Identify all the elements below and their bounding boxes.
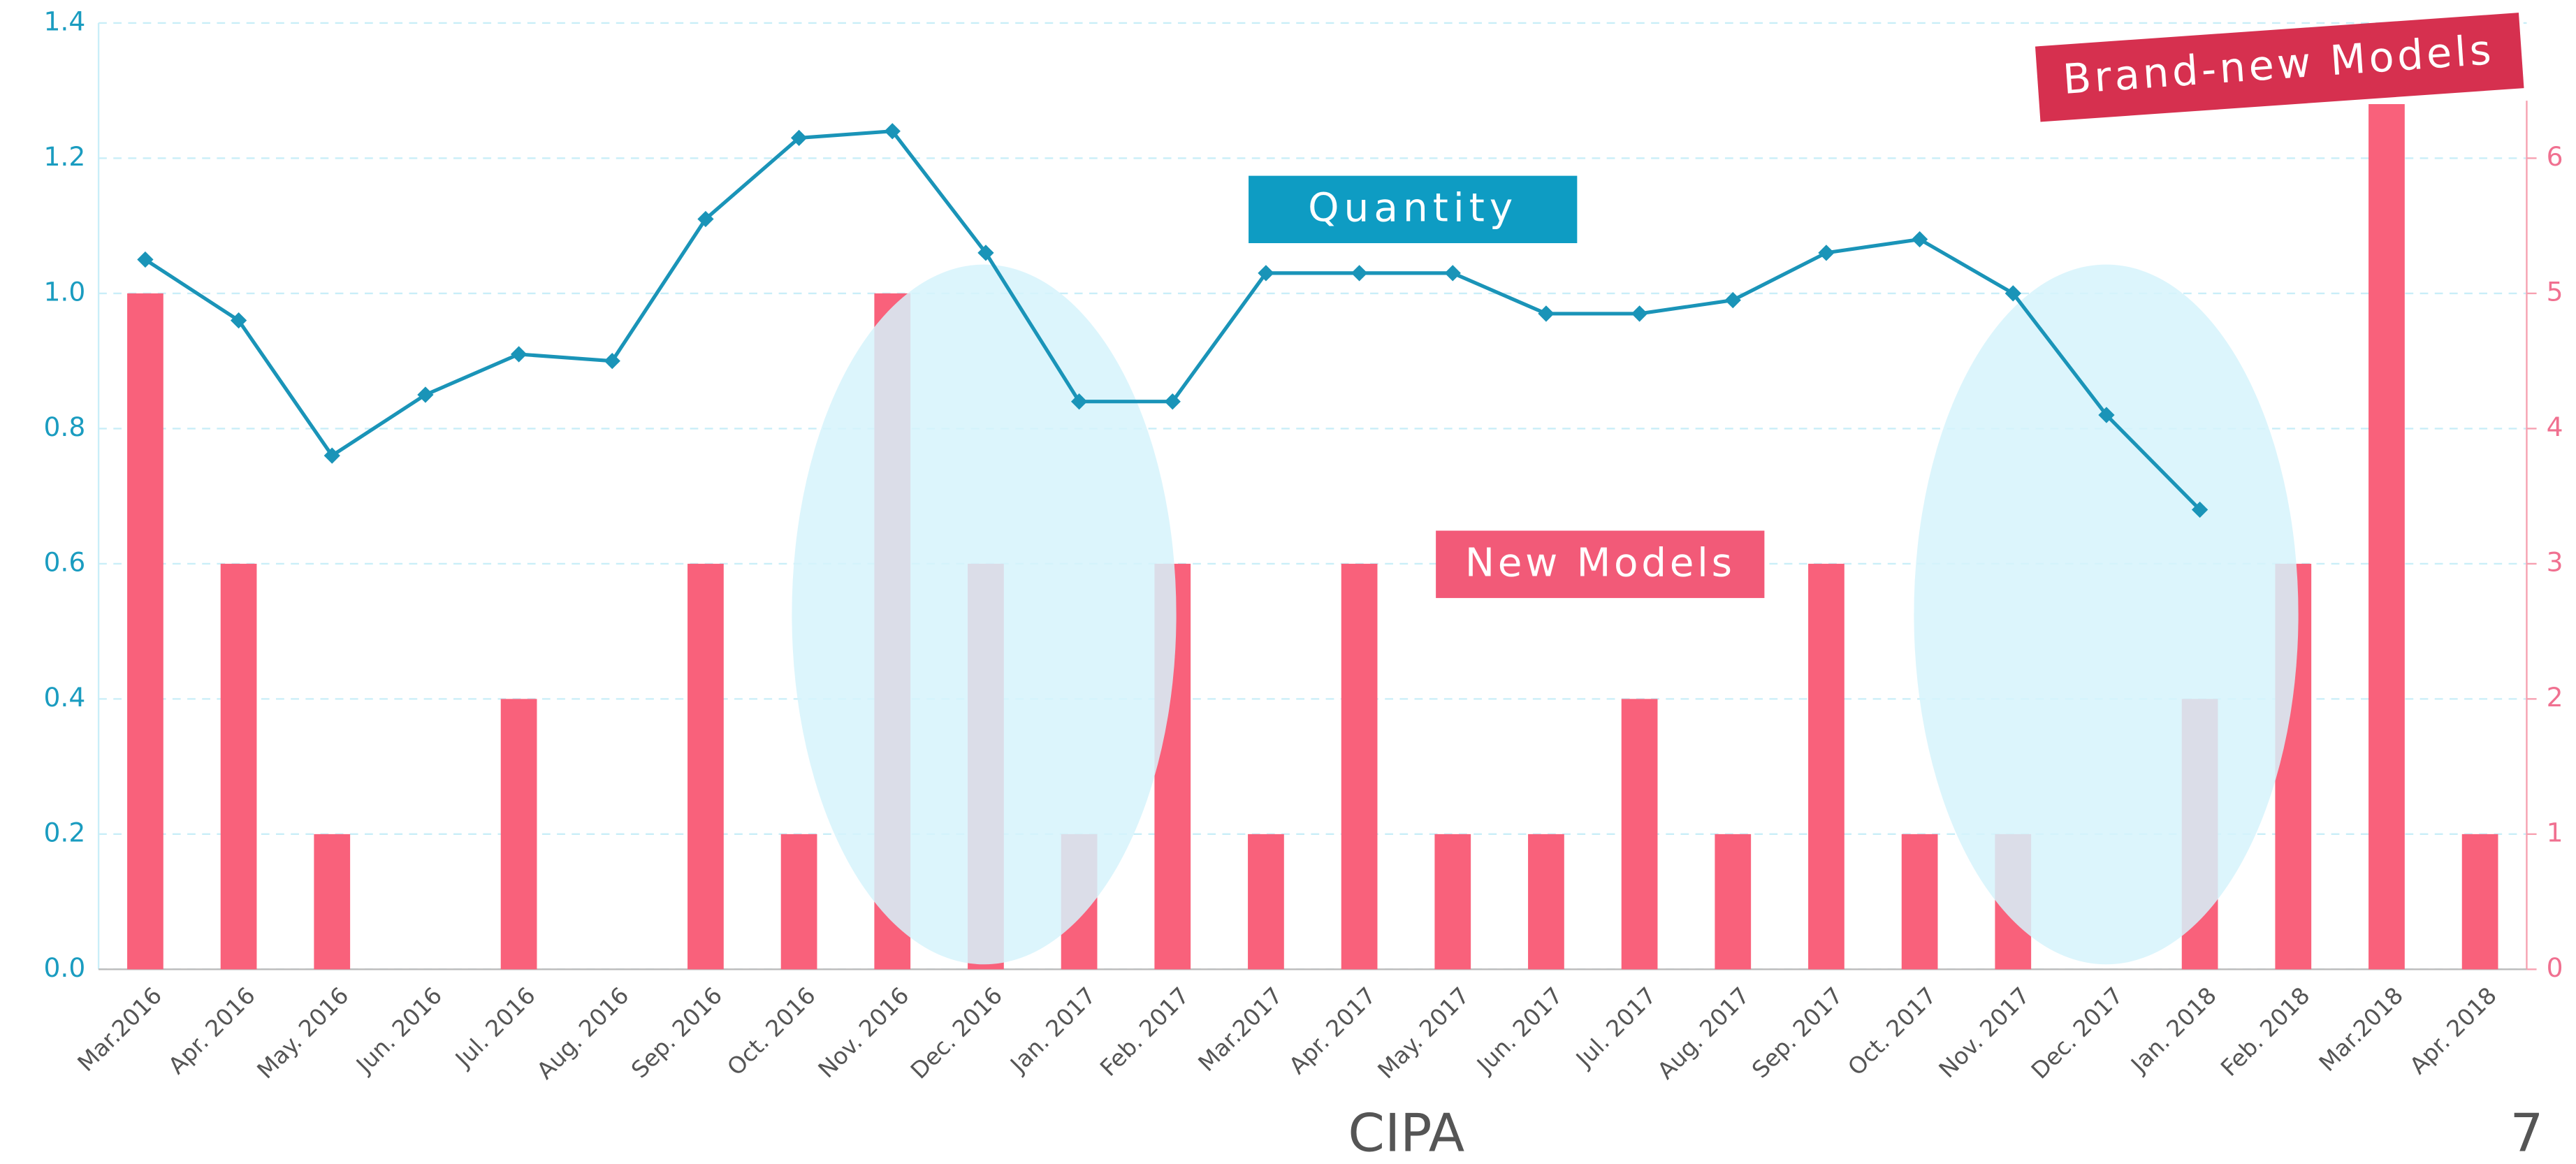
line-marker	[137, 251, 154, 268]
bar	[2368, 104, 2405, 970]
x-tick-label: Mar.2017	[1193, 982, 1288, 1077]
bar	[687, 563, 724, 970]
y2-tick-label: 0	[2547, 952, 2563, 983]
bar	[1248, 834, 1284, 970]
series-label: New Models	[1465, 541, 1735, 586]
x-tick-label: Jan. 2018	[2125, 982, 2222, 1079]
y-tick-label: 1.4	[43, 6, 85, 36]
series-label: Quantity	[1308, 186, 1518, 231]
bar	[500, 699, 537, 970]
y-tick-label: 0.6	[43, 546, 85, 577]
x-tick-label: Apr. 2017	[1283, 982, 1381, 1079]
line-marker	[1818, 245, 1835, 261]
line	[144, 129, 2202, 511]
x-tick-label: Feb. 2018	[2215, 982, 2315, 1082]
y2-tick-label: 5	[2547, 276, 2563, 307]
x-tick-label: Jan. 2017	[1004, 982, 1101, 1079]
y-tick-label: 1.0	[43, 276, 85, 307]
x-tick-label: Jul. 2016	[449, 982, 541, 1073]
bar	[127, 293, 163, 970]
y-tick-label: 0.4	[43, 682, 85, 713]
line-marker	[1724, 291, 1741, 309]
line-marker	[510, 346, 527, 363]
y-tick-label: 0.0	[43, 952, 85, 983]
y2-tick-label: 4	[2547, 412, 2563, 442]
x-tick-label: Oct. 2016	[722, 982, 821, 1081]
page-number: 7	[2510, 1103, 2544, 1164]
bar	[1341, 563, 1378, 970]
line-marker	[1444, 265, 1461, 282]
x-tick-label: Aug. 2017	[1652, 982, 1754, 1084]
x-tick-label: Oct. 2017	[1842, 982, 1942, 1081]
x-tick-label: Apr. 2018	[2404, 982, 2502, 1079]
x-tick-label: Feb. 2017	[1095, 982, 1195, 1082]
bar	[1808, 563, 1844, 970]
y2-tick-label: 6	[2547, 141, 2563, 172]
x-tick-label: May. 2017	[1372, 982, 1474, 1084]
x-tick-label: Jun. 2017	[1471, 982, 1568, 1079]
bar	[2461, 834, 2498, 970]
x-tick-label: Jun. 2016	[350, 982, 447, 1079]
y2-tick-label: 3	[2547, 546, 2563, 577]
x-tick-label: Dec. 2017	[2026, 982, 2129, 1084]
bar	[780, 834, 817, 970]
y-tick-label: 0.8	[43, 412, 85, 442]
x-tick-label: Aug. 2016	[531, 982, 634, 1084]
line-marker	[2004, 285, 2021, 302]
line-marker	[2191, 501, 2208, 518]
bar	[1528, 834, 1564, 970]
x-tick-label: Dec. 2016	[905, 982, 1008, 1084]
line-marker	[884, 123, 901, 140]
x-tick-label: Jul. 2017	[1570, 982, 1661, 1073]
label-box	[2035, 13, 2524, 122]
x-tick-label: Sep. 2017	[1747, 982, 1848, 1083]
line-marker	[230, 312, 247, 329]
x-tick-label: Nov. 2017	[1933, 982, 2035, 1083]
line-marker	[1164, 393, 1181, 410]
footer: CIPA	[1348, 1103, 1464, 1164]
line-marker	[1911, 231, 1928, 248]
line-marker	[417, 386, 434, 403]
y-tick-label: 1.2	[43, 141, 85, 172]
bar	[1434, 834, 1471, 970]
x-tick-label: Nov. 2016	[813, 982, 914, 1083]
line-marker	[2098, 407, 2115, 423]
line-marker	[1538, 305, 1555, 322]
highlight-ellipse	[1914, 264, 2299, 965]
label-box	[1436, 530, 1765, 598]
bar	[1621, 699, 1658, 970]
bar	[220, 563, 257, 970]
y2-tick-label: 2	[2547, 682, 2563, 713]
x-tick-label: Apr. 2016	[163, 982, 261, 1079]
bar	[314, 834, 351, 970]
label-box	[1249, 175, 1578, 244]
x-tick-label: Mar.2016	[72, 982, 167, 1077]
x-tick-label: Sep. 2016	[626, 982, 727, 1083]
annotation-group: Brand-new Models	[2035, 13, 2524, 122]
line-marker	[1631, 305, 1648, 322]
y2-tick-label: 1	[2547, 817, 2563, 847]
bar	[1715, 834, 1752, 970]
x-tick-label: Mar.2018	[2313, 982, 2408, 1077]
x-tick-label: May. 2016	[252, 982, 354, 1084]
line-marker	[1351, 265, 1368, 282]
y-tick-label: 0.2	[43, 817, 85, 847]
highlight-ellipse	[792, 264, 1177, 965]
bar	[1901, 834, 1938, 970]
